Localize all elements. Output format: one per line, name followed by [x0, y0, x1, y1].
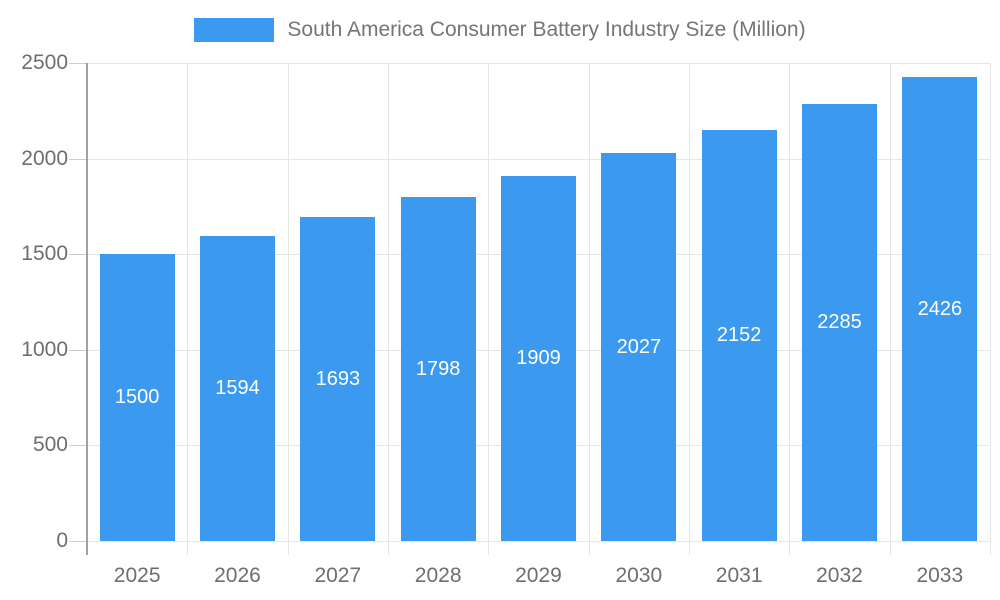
y-tick	[69, 349, 87, 351]
legend: South America Consumer Battery Industry …	[0, 18, 1000, 42]
bar[interactable]: 1798	[400, 197, 476, 541]
y-axis-label: 2500	[21, 51, 68, 74]
y-tick	[69, 254, 87, 256]
x-axis-label: 2026	[214, 564, 261, 587]
x-axis-label: 2030	[615, 564, 663, 587]
bar-value-label: 1500	[114, 386, 160, 409]
y-tick	[69, 445, 87, 447]
v-gridline	[990, 63, 991, 555]
bar-value-label: 2285	[817, 311, 862, 334]
x-axis-label: 2028	[414, 564, 462, 587]
y-axis-label: 1000	[21, 337, 68, 361]
bar[interactable]: 1693	[300, 217, 376, 541]
bar[interactable]: 2152	[701, 129, 777, 541]
y-axis-label: 0	[56, 529, 68, 552]
bar[interactable]: 2285	[802, 104, 877, 541]
bar-value-label: 2027	[616, 335, 662, 358]
h-gridline	[87, 158, 990, 160]
y-tick	[69, 158, 87, 160]
y-tick	[69, 541, 87, 542]
bar[interactable]: 1909	[501, 175, 576, 541]
v-gridline	[187, 63, 189, 555]
legend-title: South America Consumer Battery Industry …	[287, 18, 806, 41]
v-gridline	[588, 63, 590, 555]
bar-value-label: 1798	[415, 357, 461, 380]
bar-value-label: 1693	[315, 367, 361, 390]
x-axis-label: 2031	[715, 564, 763, 587]
v-gridline	[488, 63, 490, 555]
legend-item[interactable]: South America Consumer Battery Industry …	[194, 18, 806, 42]
y-axis-label: 1500	[21, 242, 68, 266]
y-tick	[69, 63, 87, 64]
y-axis-label: 2000	[21, 146, 68, 170]
y-axis-line	[86, 63, 88, 555]
x-axis-label: 2029	[515, 564, 562, 587]
v-gridline	[388, 63, 389, 555]
v-gridline	[287, 63, 289, 555]
bar[interactable]: 2027	[601, 153, 677, 541]
bar[interactable]: 2426	[902, 77, 978, 541]
x-axis-label: 2032	[816, 564, 863, 587]
h-gridline	[87, 541, 990, 542]
x-axis-label: 2025	[113, 564, 161, 587]
bar-value-label: 2426	[917, 297, 963, 320]
h-gridline	[87, 63, 990, 64]
v-gridline	[889, 63, 891, 555]
v-gridline	[789, 63, 791, 555]
bar-value-label: 1909	[516, 346, 561, 369]
bar[interactable]: 1594	[200, 236, 275, 541]
x-axis-label: 2033	[916, 564, 964, 587]
bar-value-label: 1594	[215, 377, 260, 400]
bar[interactable]: 1500	[99, 254, 175, 541]
legend-swatch	[194, 18, 275, 42]
y-axis-label: 500	[32, 433, 68, 457]
x-axis-label: 2027	[314, 564, 362, 587]
v-gridline	[689, 63, 690, 555]
bar-value-label: 2152	[716, 323, 762, 346]
